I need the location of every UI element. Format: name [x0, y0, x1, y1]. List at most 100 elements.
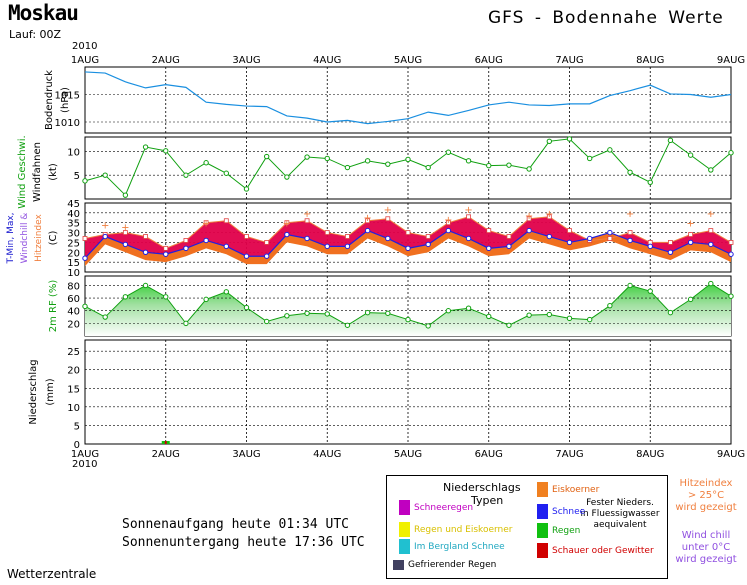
humidity-axis-label: 2m RF (%)	[48, 280, 59, 333]
legend-swatch	[393, 560, 404, 570]
temp-axis-label-3: Hitzeindex	[34, 213, 44, 261]
humidity-point	[102, 314, 108, 320]
tmin-point	[344, 243, 351, 250]
tmin-point	[263, 253, 270, 259]
tmax-point	[264, 240, 270, 245]
wind-point	[647, 179, 653, 186]
day-label-top: 1AUG	[71, 55, 99, 66]
tmin-point	[82, 255, 88, 261]
wind-point	[243, 186, 250, 192]
legend-item: Schneeregen	[399, 500, 473, 515]
tmin-point	[687, 239, 694, 246]
tmin-point	[183, 245, 189, 252]
tmin-point	[728, 251, 734, 257]
tmax-point	[223, 218, 229, 224]
y-tick-label: 60	[67, 294, 80, 305]
chart-title: GFS - Bodennahe Werte	[488, 8, 724, 28]
wind-point	[667, 137, 674, 144]
day-label-bottom: 1AUG	[71, 449, 99, 460]
tmax-point	[324, 230, 330, 235]
pressure-unit-label: (hPa)	[60, 87, 71, 113]
wind-point	[425, 164, 431, 171]
wind-point	[708, 167, 714, 173]
tmax-point	[708, 228, 714, 234]
y-tick-label: 1015	[55, 91, 80, 102]
legend-label: Regen und Eiskoerner	[414, 524, 513, 535]
tmax-point	[445, 220, 451, 226]
wind-point	[284, 174, 290, 180]
hitze-note: Hitzeindex > 25°C wird gezeigt	[668, 478, 744, 514]
humidity-point	[526, 312, 532, 318]
day-label-top: 6AUG	[475, 55, 503, 66]
humidity-point	[243, 304, 250, 311]
wind-point	[163, 148, 169, 154]
heat-index-point: +	[363, 213, 371, 224]
humidity-point	[566, 315, 573, 322]
humidity-point	[223, 289, 230, 295]
wind-point	[546, 138, 553, 144]
day-label-top: 7AUG	[555, 55, 583, 66]
legend-item: Regen	[537, 523, 580, 538]
legend-label: Gefrierender Regen	[408, 560, 497, 570]
legend-label: Schneeregen	[414, 502, 474, 513]
heat-index-point: +	[444, 215, 452, 226]
legend-title-2: Typen	[471, 494, 504, 507]
year-top: 2010	[72, 41, 98, 52]
heat-index-point: +	[525, 211, 533, 222]
humidity-point	[627, 282, 633, 289]
tmax-point	[244, 234, 249, 239]
heat-index-point: +	[384, 205, 392, 216]
heat-index-point: +	[686, 219, 694, 230]
humidity-point	[163, 294, 169, 300]
wind-point	[122, 192, 129, 198]
heat-index-point: +	[626, 209, 634, 220]
wind-point	[344, 164, 351, 171]
y-tick-label: 40	[67, 307, 80, 318]
fester-line-2: in Fluessigwasser	[580, 509, 660, 519]
precip-bar-shower	[164, 441, 167, 444]
humidity-point	[344, 322, 351, 328]
heat-index-point: +	[283, 219, 291, 230]
y-tick-label: 5	[74, 171, 80, 182]
wind-point	[465, 158, 472, 164]
tmax-point	[466, 214, 471, 220]
y-tick-label: 40	[67, 209, 80, 220]
legend-label: Im Bergland Schnee	[414, 541, 505, 552]
humidity-point	[445, 308, 452, 314]
humidity-point	[364, 309, 371, 316]
legend-swatch	[399, 522, 410, 537]
legend-fester: Fester Nieders. in Fluessigwasser aequiv…	[575, 498, 665, 531]
day-label-bottom: 5AUG	[394, 449, 422, 460]
humidity-point	[546, 311, 553, 318]
y-tick-label: 10	[67, 403, 80, 414]
humidity-point	[183, 320, 189, 327]
tmin-point	[142, 249, 149, 255]
wind-point	[728, 150, 734, 156]
y-tick-label: 5	[74, 421, 80, 432]
tmin-point	[667, 249, 674, 255]
temp-axis-label: T-Min, Max,	[6, 212, 16, 264]
humidity-point	[385, 310, 391, 316]
humidity-point	[82, 303, 88, 310]
wind-point	[364, 158, 371, 164]
tmax-point	[143, 234, 148, 239]
day-label-bottom: 7AUG	[555, 449, 583, 460]
heat-index-point: +	[303, 209, 311, 220]
legend-label: Schnee	[552, 506, 586, 517]
humidity-point	[263, 318, 270, 325]
tmin-point	[486, 245, 492, 252]
tmin-point	[223, 243, 230, 250]
hitze-line-3: wird gezeigt	[675, 502, 737, 513]
tmax-area	[85, 216, 731, 259]
day-label-top: 8AUG	[636, 55, 664, 66]
y-tick-label: 0	[74, 440, 80, 451]
heat-index-point: +	[101, 221, 109, 232]
legend-item: Eiskoerner	[537, 482, 599, 497]
day-label-bottom: 4AUG	[313, 449, 341, 460]
humidity-point	[122, 294, 129, 300]
hitze-line-1: Hitzeindex	[679, 478, 733, 489]
year-bottom: 2010	[72, 459, 98, 470]
humidity-point	[667, 309, 674, 316]
tmin-point	[243, 253, 250, 259]
heat-index-point: +	[707, 209, 715, 220]
